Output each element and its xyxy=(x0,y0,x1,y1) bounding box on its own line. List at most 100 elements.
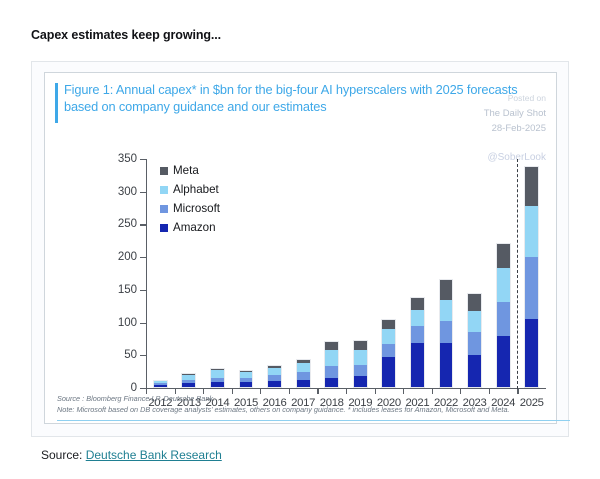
bar-outline xyxy=(238,369,254,388)
y-tick xyxy=(140,322,146,324)
bar-segment-microsoft-2022 xyxy=(438,320,454,343)
bar-segment-alphabet-2024 xyxy=(495,267,511,302)
bar-outline xyxy=(267,365,282,388)
bar-segment-alphabet-2013 xyxy=(181,374,197,380)
bar-segment-amazon-2019 xyxy=(352,376,368,388)
watermark-publication: The Daily Shot xyxy=(483,108,546,119)
bar-segment-microsoft-2016 xyxy=(267,374,282,381)
x-tick xyxy=(203,389,205,394)
y-tick xyxy=(140,159,146,161)
x-axis-line xyxy=(146,388,546,390)
y-tick-label: 250 xyxy=(117,218,137,231)
chart-footnotes: Source : Bloomberg Finance LP, Deutsche … xyxy=(57,394,562,415)
bar-segment-microsoft-2013 xyxy=(181,379,197,384)
watermark: Posted on The Daily Shot 28-Feb-2025 @So… xyxy=(484,91,546,165)
x-tick xyxy=(431,389,433,394)
bar-segment-microsoft-2017 xyxy=(295,371,311,380)
y-tick-label: 350 xyxy=(117,153,137,165)
bar-segment-amazon-2017 xyxy=(295,379,311,388)
bar-2020 xyxy=(381,319,397,388)
bar-segment-amazon-2015 xyxy=(238,382,254,388)
bar-segment-meta-2019 xyxy=(352,340,368,351)
chart-title-wrap: Figure 1: Annual capex* in $bn for the b… xyxy=(55,81,525,123)
x-tick-label: 2021 xyxy=(405,397,430,409)
bar-segment-microsoft-2019 xyxy=(352,365,368,377)
bar-segment-meta-2025 xyxy=(524,165,540,207)
y-tick xyxy=(140,191,146,193)
bar-2019 xyxy=(352,340,368,388)
bar-outline xyxy=(324,340,340,388)
bar-segment-meta-2022 xyxy=(438,279,454,301)
x-tick xyxy=(346,389,348,394)
source-link[interactable]: Deutsche Bank Research xyxy=(85,448,222,462)
x-tick xyxy=(517,389,519,394)
bar-segment-microsoft-2014 xyxy=(210,377,225,383)
x-tick xyxy=(146,389,148,394)
legend-label-meta: Meta xyxy=(173,164,199,177)
legend-swatch-alphabet xyxy=(160,185,168,194)
x-tick xyxy=(260,389,262,394)
bar-outline xyxy=(181,372,197,388)
bar-segment-microsoft-2018 xyxy=(324,366,340,378)
y-tick xyxy=(140,257,146,259)
x-tick xyxy=(460,389,462,394)
x-tick-label: 2019 xyxy=(348,397,373,409)
bar-2021 xyxy=(410,297,425,388)
bar-outline xyxy=(295,358,311,388)
bar-segment-amazon-2014 xyxy=(210,382,225,388)
legend-item-amazon[interactable]: Amazon xyxy=(160,218,220,237)
bar-outline xyxy=(438,279,454,388)
bar-outline xyxy=(524,165,540,388)
legend-item-alphabet[interactable]: Alphabet xyxy=(160,180,220,199)
y-tick-label: 0 xyxy=(130,382,137,394)
bar-segment-alphabet-2022 xyxy=(438,300,454,321)
bar-segment-microsoft-2015 xyxy=(238,378,254,383)
legend-item-microsoft[interactable]: Microsoft xyxy=(160,199,220,218)
bar-segment-amazon-2016 xyxy=(267,380,282,388)
bar-segment-amazon-2025 xyxy=(524,319,540,388)
source-label: Source: xyxy=(41,448,83,462)
footnote-source: Source : Bloomberg Finance LP, Deutsche … xyxy=(57,394,216,403)
x-tick-label: 2022 xyxy=(434,397,458,409)
y-tick-label: 200 xyxy=(117,251,137,264)
x-tick xyxy=(317,389,319,394)
bar-segment-alphabet-2021 xyxy=(410,309,425,326)
bar-outline xyxy=(152,380,168,388)
x-tick xyxy=(403,389,405,394)
legend-swatch-microsoft xyxy=(160,204,168,213)
bar-segment-meta-2014 xyxy=(210,368,225,371)
legend-item-meta[interactable]: Meta xyxy=(160,161,220,180)
bar-2018 xyxy=(324,340,340,388)
bar-2013 xyxy=(181,372,197,388)
bar-segment-alphabet-2014 xyxy=(210,370,225,378)
bar-2015 xyxy=(238,369,254,388)
bar-outline xyxy=(352,340,368,388)
y-tick-label: 150 xyxy=(117,283,137,296)
bar-2016 xyxy=(267,365,282,388)
bar-segment-alphabet-2012 xyxy=(152,381,168,384)
bar-segment-meta-2023 xyxy=(467,293,482,312)
bar-2017 xyxy=(295,358,311,388)
bar-segment-amazon-2024 xyxy=(495,335,511,388)
legend-label-amazon: Amazon xyxy=(173,221,216,234)
bar-outline xyxy=(381,319,397,388)
x-tick-label: 2016 xyxy=(262,397,287,409)
forecast-divider-line xyxy=(517,159,519,389)
figure-card: Figure 1: Annual capex* in $bn for the b… xyxy=(31,61,570,437)
bar-segment-meta-2016 xyxy=(267,365,282,369)
x-tick xyxy=(374,389,376,394)
bar-segment-microsoft-2012 xyxy=(152,383,168,386)
chart-plot-area: 0 50 100 150 200 250 300 350 2012 2013 2014 2015 20… xyxy=(45,73,558,425)
bar-segment-amazon-2022 xyxy=(438,342,454,388)
bar-segment-alphabet-2019 xyxy=(352,350,368,366)
bar-segment-microsoft-2025 xyxy=(524,257,540,320)
bar-2025 xyxy=(524,165,540,388)
footnote-note: Note: Microsoft based on DB coverage ana… xyxy=(57,404,510,414)
bar-2024 xyxy=(495,243,511,388)
title-accent-bar xyxy=(55,83,58,123)
x-tick-label: 2015 xyxy=(234,397,258,409)
bar-segment-meta-2021 xyxy=(410,297,425,310)
bar-outline xyxy=(467,293,482,388)
y-tick-label: 100 xyxy=(117,316,137,329)
bar-segment-amazon-2018 xyxy=(324,377,340,388)
